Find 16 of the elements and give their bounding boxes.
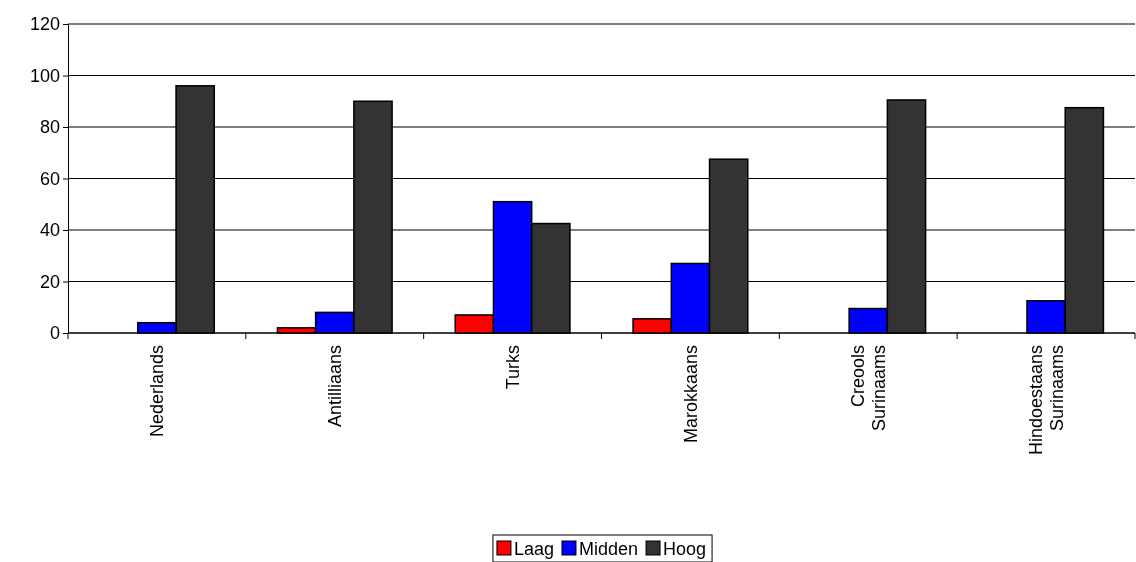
y-tick-label: 120	[29, 14, 60, 35]
x-tick-label: Marokkaans	[680, 345, 701, 444]
y-tick-label: 20	[39, 271, 60, 292]
y-tick-label: 80	[39, 117, 60, 138]
legend-label: Hoog	[663, 538, 707, 559]
legend-label: Laag	[513, 538, 554, 559]
x-tick-label: Nederlands	[147, 345, 168, 438]
x-tick-label: Hindoestaans Surinaams	[1025, 345, 1068, 456]
x-tick-label: Creools Surinaams	[847, 345, 890, 432]
y-tick-label: 40	[39, 220, 60, 241]
y-tick-label: 100	[29, 65, 60, 86]
y-tick-label: 60	[39, 168, 60, 189]
x-tick-label: Turks	[502, 345, 523, 390]
y-tick-label: 0	[49, 323, 60, 344]
x-tick-label: Antilliaans	[325, 345, 346, 428]
legend-label: Midden	[578, 538, 639, 559]
